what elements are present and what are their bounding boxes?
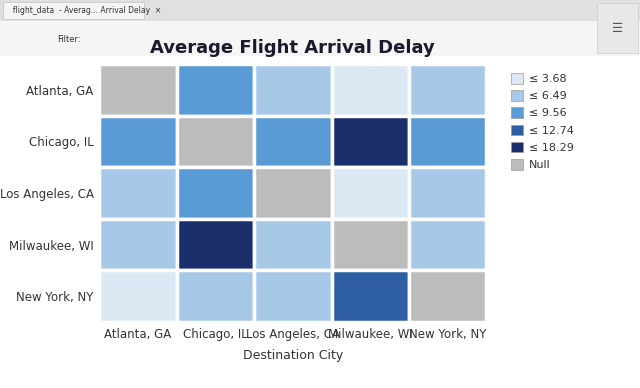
Text: Filter:: Filter: [58, 35, 81, 44]
Bar [254, 64, 332, 116]
Bar [332, 219, 409, 270]
Bar [254, 270, 332, 322]
Bar [177, 219, 254, 270]
Bar [99, 270, 177, 322]
Bar [177, 167, 254, 219]
Bar [409, 116, 486, 167]
FancyBboxPatch shape [0, 0, 640, 21]
Bar [254, 219, 332, 270]
Bar [409, 64, 486, 116]
Text: ☰: ☰ [612, 22, 623, 35]
Bar [99, 219, 177, 270]
Bar [332, 64, 409, 116]
Bar [254, 167, 332, 219]
Bar [99, 64, 177, 116]
Bar [99, 116, 177, 167]
Bar [332, 167, 409, 219]
FancyBboxPatch shape [3, 2, 144, 19]
X-axis label: Destination City: Destination City [243, 349, 343, 362]
Bar [254, 116, 332, 167]
FancyBboxPatch shape [0, 21, 640, 56]
Bar [409, 167, 486, 219]
Bar [177, 64, 254, 116]
Bar [177, 116, 254, 167]
Bar [332, 270, 409, 322]
FancyBboxPatch shape [598, 3, 637, 54]
Bar [409, 270, 486, 322]
Bar [177, 270, 254, 322]
Bar [332, 116, 409, 167]
Title: Average Flight Arrival Delay: Average Flight Arrival Delay [150, 39, 435, 57]
Bar [99, 167, 177, 219]
Legend: ≤ 3.68, ≤ 6.49, ≤ 9.56, ≤ 12.74, ≤ 18.29, Null: ≤ 3.68, ≤ 6.49, ≤ 9.56, ≤ 12.74, ≤ 18.29… [508, 69, 577, 173]
Bar [409, 219, 486, 270]
Text: flight_data  - Averag... Arrival Delay  ×: flight_data - Averag... Arrival Delay × [8, 6, 161, 15]
